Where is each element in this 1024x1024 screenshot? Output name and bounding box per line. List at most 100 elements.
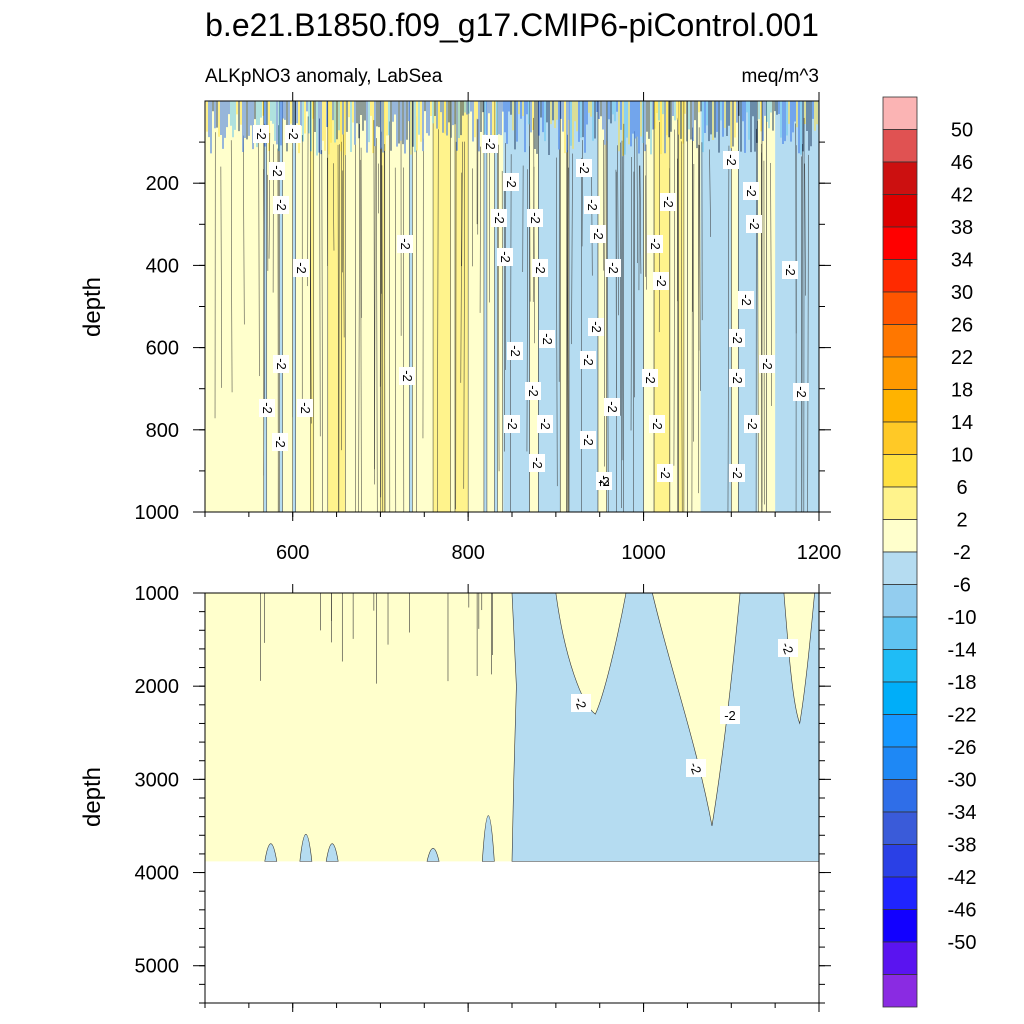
top-warm-streak	[653, 100, 671, 513]
colorbar-label: -2	[953, 542, 971, 564]
colorbar-swatch	[882, 714, 918, 748]
contour-label-box	[686, 759, 706, 777]
contour-label: -2	[530, 457, 545, 469]
top-negative-streak	[494, 100, 498, 513]
contour-label: -2	[505, 418, 520, 430]
top-negative-streak	[292, 100, 296, 513]
top-contour-line	[381, 165, 384, 513]
colorbar-label: -46	[948, 900, 977, 922]
top-contour-line	[460, 172, 463, 383]
top-warm-streak	[454, 100, 469, 513]
contour-label: -2	[589, 321, 604, 333]
contour-label-box	[588, 318, 604, 336]
colorbar-label: -38	[948, 835, 977, 857]
contour-label-box	[272, 433, 288, 451]
contour-label: -2	[504, 176, 519, 188]
contour-label: -2	[760, 358, 775, 370]
contour-label-box	[660, 193, 676, 211]
colorbar-swatch	[882, 844, 918, 878]
colorbar: 50 46 42 38 34 30 26 22 18 14 10 6 2 -2 -6 -10 -14 -18 -22…	[882, 96, 977, 1008]
contour-label-box	[397, 235, 413, 253]
contour-label: -2	[648, 238, 663, 250]
top-contour-line	[693, 163, 695, 442]
contour-label-box	[744, 415, 760, 433]
contour-label: -2	[526, 385, 541, 397]
colorbar-swatch	[882, 259, 918, 293]
top-subtitle-right: meq/m^3	[741, 66, 819, 87]
y-tick-label: 1000	[135, 502, 180, 524]
top-contour-line	[319, 118, 321, 437]
colorbar-swatch	[882, 746, 918, 780]
bottom-negative-spike	[481, 815, 495, 862]
colorbar-swatch	[882, 876, 918, 910]
top-contour-line	[639, 165, 642, 274]
top-contour-line	[321, 150, 323, 513]
contour-label: -2	[744, 185, 759, 197]
contour-label: -2	[591, 228, 606, 240]
top-contour-line	[263, 169, 265, 406]
top-contour-line	[358, 123, 360, 513]
contour-label-box	[723, 151, 739, 169]
colorbar-swatch	[882, 486, 918, 520]
top-warm-streak	[327, 100, 346, 513]
top-contour-line	[373, 120, 375, 470]
contour-label: -2	[650, 418, 665, 430]
top-contour-line	[617, 145, 619, 316]
top-contour-line	[807, 154, 809, 513]
top-ylabel: depth	[79, 277, 106, 337]
contour-label-box	[729, 464, 745, 482]
contour-label: -2	[398, 238, 413, 250]
colorbar-swatch	[882, 96, 918, 130]
top-contour-line	[699, 145, 701, 391]
bottom-positive-intrusion	[555, 592, 627, 715]
colorbar-label: 30	[951, 282, 973, 304]
colorbar-swatch	[882, 291, 918, 325]
contour-label-box	[285, 125, 301, 143]
colorbar-label: 18	[951, 380, 973, 402]
top-negative-streak	[409, 100, 413, 513]
contour-label-box	[729, 329, 745, 347]
contour-label-box	[297, 399, 313, 417]
contour-label: -2	[400, 370, 415, 382]
colorbar-label: 46	[951, 152, 973, 174]
contour-label: -2	[730, 467, 745, 479]
contour-label-box	[729, 369, 745, 387]
top-contour-line	[636, 127, 638, 264]
contour-label-box	[653, 272, 669, 290]
bottom-positive-intrusion	[651, 592, 741, 827]
contour-label-box	[604, 398, 620, 416]
top-contour-line	[556, 157, 558, 487]
contour-label-box	[596, 472, 612, 490]
contour-label-box	[580, 351, 596, 369]
colorbar-swatch	[882, 649, 918, 683]
contour-label-box	[759, 355, 775, 373]
contour-label-box	[793, 383, 809, 401]
y-tick-label: 3000	[135, 769, 180, 791]
x-tick-label: 1200	[797, 542, 842, 564]
contour-label-box	[782, 261, 798, 279]
top-warm-streak	[432, 100, 451, 513]
top-contour-line	[709, 149, 711, 237]
colorbar-swatch	[882, 811, 918, 845]
top-contour-line	[230, 140, 233, 393]
colorbar-label: 38	[951, 217, 973, 239]
contour-label: -2	[581, 434, 596, 446]
top-contour-line	[566, 150, 568, 513]
top-contour-line	[698, 127, 700, 494]
colorbar-label: 22	[951, 347, 973, 369]
contour-label-box	[647, 235, 663, 253]
top-positive-streak	[597, 100, 608, 513]
top-subtitle-left: ALKpNO3 anomaly, LabSea	[205, 66, 443, 87]
contour-label: -2	[498, 251, 513, 263]
colorbar-swatch	[882, 974, 918, 1008]
chart-title: b.e21.B1850.f09_g17.CMIP6-piControl.001	[205, 7, 819, 43]
y-tick-label: 600	[146, 338, 179, 360]
colorbar-swatch	[882, 551, 918, 585]
colorbar-swatch	[882, 681, 918, 715]
colorbar-label: -30	[948, 770, 977, 792]
contour-label: -2	[783, 264, 798, 276]
colorbar-label: 6	[956, 477, 967, 499]
contour-label: -2	[260, 402, 275, 414]
contour-label-box	[527, 209, 543, 227]
contour-label: -2	[540, 333, 555, 345]
